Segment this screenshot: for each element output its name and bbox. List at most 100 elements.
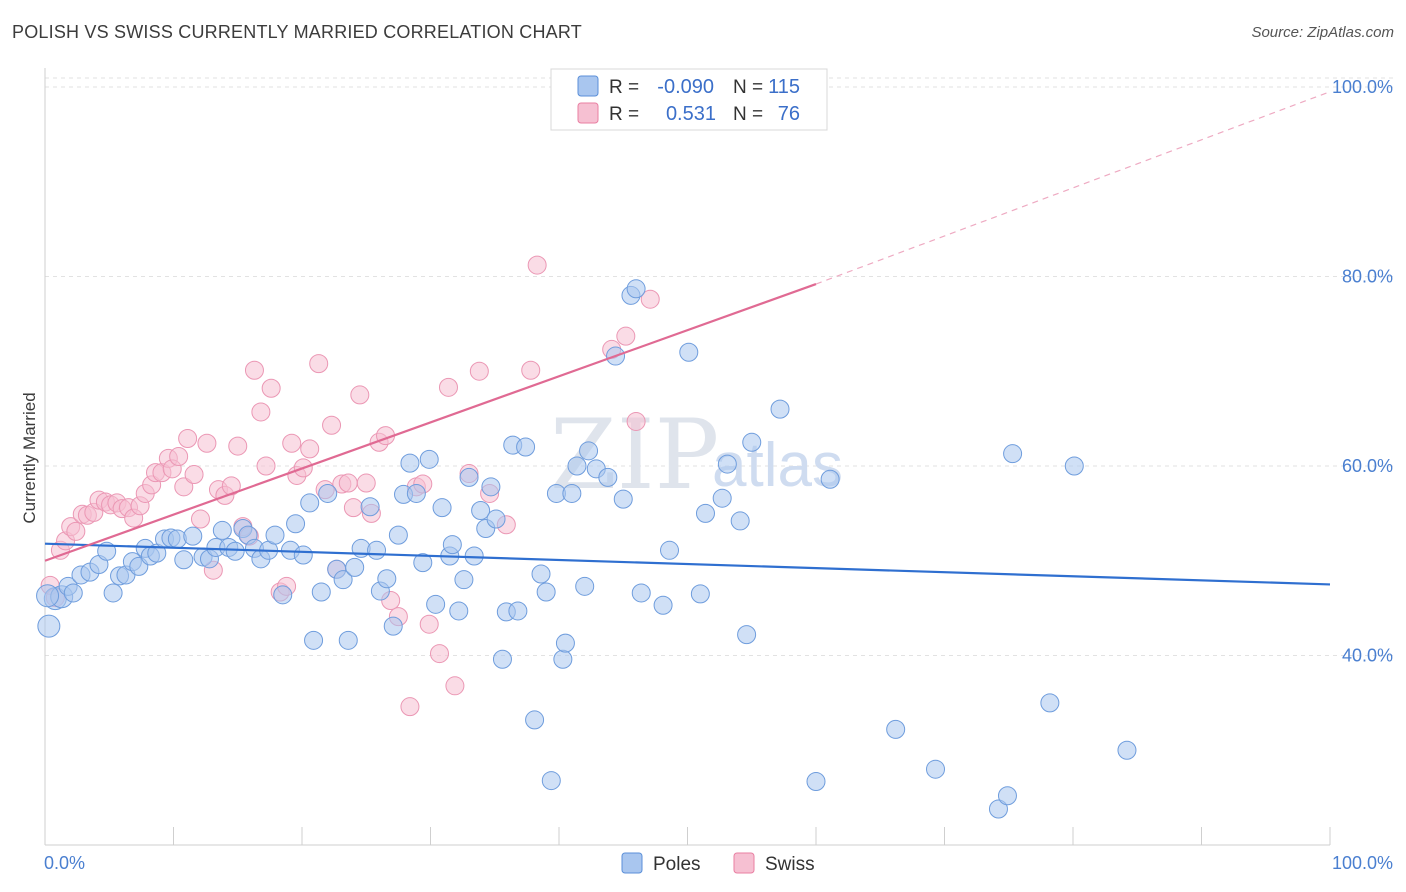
poles-point xyxy=(304,630,324,650)
swiss-trend-line xyxy=(44,283,817,562)
legend-swiss-label: Swiss xyxy=(765,854,815,875)
poles-point xyxy=(300,493,320,513)
swiss-point xyxy=(300,439,320,459)
poles-points xyxy=(36,279,1137,819)
poles-point xyxy=(730,511,750,531)
swiss-point xyxy=(174,477,194,497)
poles-point xyxy=(575,576,595,596)
poles-trend-line xyxy=(44,542,1331,586)
poles-point xyxy=(886,719,906,739)
swiss-point xyxy=(640,289,660,309)
swiss-point xyxy=(350,385,370,405)
poles-point xyxy=(555,633,575,653)
poles-point xyxy=(442,535,462,555)
y-axis-label: Currently Married xyxy=(20,392,39,523)
poles-point xyxy=(286,514,306,534)
poles-point xyxy=(36,584,60,608)
poles-point xyxy=(63,583,83,603)
trend-lines xyxy=(44,91,1331,586)
poles-point xyxy=(660,540,680,560)
poles-point xyxy=(631,583,651,603)
poles-point xyxy=(1040,693,1060,713)
swiss-point xyxy=(251,402,271,422)
poles-point xyxy=(333,570,353,590)
swiss-point xyxy=(178,428,198,448)
legend-r-label: R = xyxy=(609,77,639,98)
swiss-point xyxy=(469,361,489,381)
series-legend: Poles Swiss xyxy=(621,852,815,875)
y-tick-label: 100.0% xyxy=(1332,77,1393,97)
poles-point xyxy=(1064,456,1084,476)
poles-point xyxy=(383,616,403,636)
swiss-point xyxy=(338,473,358,493)
y-tick-label: 60.0% xyxy=(1342,456,1393,476)
poles-point xyxy=(806,772,826,792)
poles-point xyxy=(367,540,387,560)
poles-point xyxy=(454,570,474,590)
poles-point xyxy=(770,399,790,419)
poles-point xyxy=(471,501,491,521)
poles-point xyxy=(516,437,536,457)
poles-point xyxy=(1117,740,1137,760)
swiss-point xyxy=(616,326,636,346)
legend-poles-r: -0.090 xyxy=(657,76,714,98)
poles-point xyxy=(338,630,358,650)
y-tick-label: 80.0% xyxy=(1342,266,1393,286)
correlation-legend: R = -0.090 N = 115 R = 0.531 N = 76 xyxy=(550,68,828,131)
poles-point xyxy=(400,453,420,473)
poles-point xyxy=(690,584,710,604)
poles-point xyxy=(926,759,946,779)
y-tick-labels: 40.0% 60.0% 80.0% 100.0% xyxy=(1332,77,1393,666)
swiss-point xyxy=(261,378,281,398)
swiss-point xyxy=(626,411,646,431)
poles-point xyxy=(486,509,506,529)
poles-point xyxy=(406,483,426,503)
poles-point xyxy=(508,601,528,621)
poles-point xyxy=(167,529,187,549)
poles-point xyxy=(311,582,331,602)
poles-point xyxy=(413,553,433,573)
swiss-point xyxy=(419,614,439,634)
poles-point xyxy=(712,488,732,508)
legend-swiss-r: 0.531 xyxy=(666,103,716,125)
poles-point xyxy=(695,503,715,523)
axes xyxy=(44,68,1331,846)
legend-poles-n: 115 xyxy=(768,76,800,98)
legend-poles-icon xyxy=(621,852,643,874)
x-tick-min: 0.0% xyxy=(44,853,85,873)
chart-title: POLISH VS SWISS CURRENTLY MARRIED CORREL… xyxy=(12,22,582,42)
poles-point xyxy=(449,601,469,621)
poles-point xyxy=(360,497,380,517)
poles-point xyxy=(265,525,285,545)
legend-n-label: N = xyxy=(733,104,763,125)
y-tick-label: 40.0% xyxy=(1342,645,1393,665)
poles-point xyxy=(531,564,551,584)
poles-point xyxy=(598,467,618,487)
poles-point xyxy=(988,799,1008,819)
swiss-points xyxy=(40,77,678,717)
poles-point xyxy=(536,582,556,602)
swiss-trend-extension xyxy=(815,91,1331,285)
swiss-point xyxy=(184,465,204,485)
poles-point xyxy=(103,583,123,603)
legend-poles-label: Poles xyxy=(653,854,701,875)
poles-point xyxy=(737,625,757,645)
swiss-point xyxy=(527,255,547,275)
poles-point xyxy=(459,467,479,487)
poles-point xyxy=(541,771,561,791)
swiss-point xyxy=(438,377,458,397)
legend-swiss-swatch xyxy=(577,102,599,124)
swiss-point xyxy=(197,433,217,453)
poles-point xyxy=(679,342,699,362)
poles-point xyxy=(273,585,293,605)
poles-point xyxy=(492,649,512,669)
swiss-point xyxy=(343,498,363,518)
poles-point xyxy=(426,594,446,614)
legend-poles-swatch xyxy=(577,75,599,97)
legend-n-label: N = xyxy=(733,77,763,98)
swiss-point xyxy=(190,509,210,529)
poles-point xyxy=(419,449,439,469)
poles-point xyxy=(567,456,587,476)
swiss-point xyxy=(169,447,189,466)
